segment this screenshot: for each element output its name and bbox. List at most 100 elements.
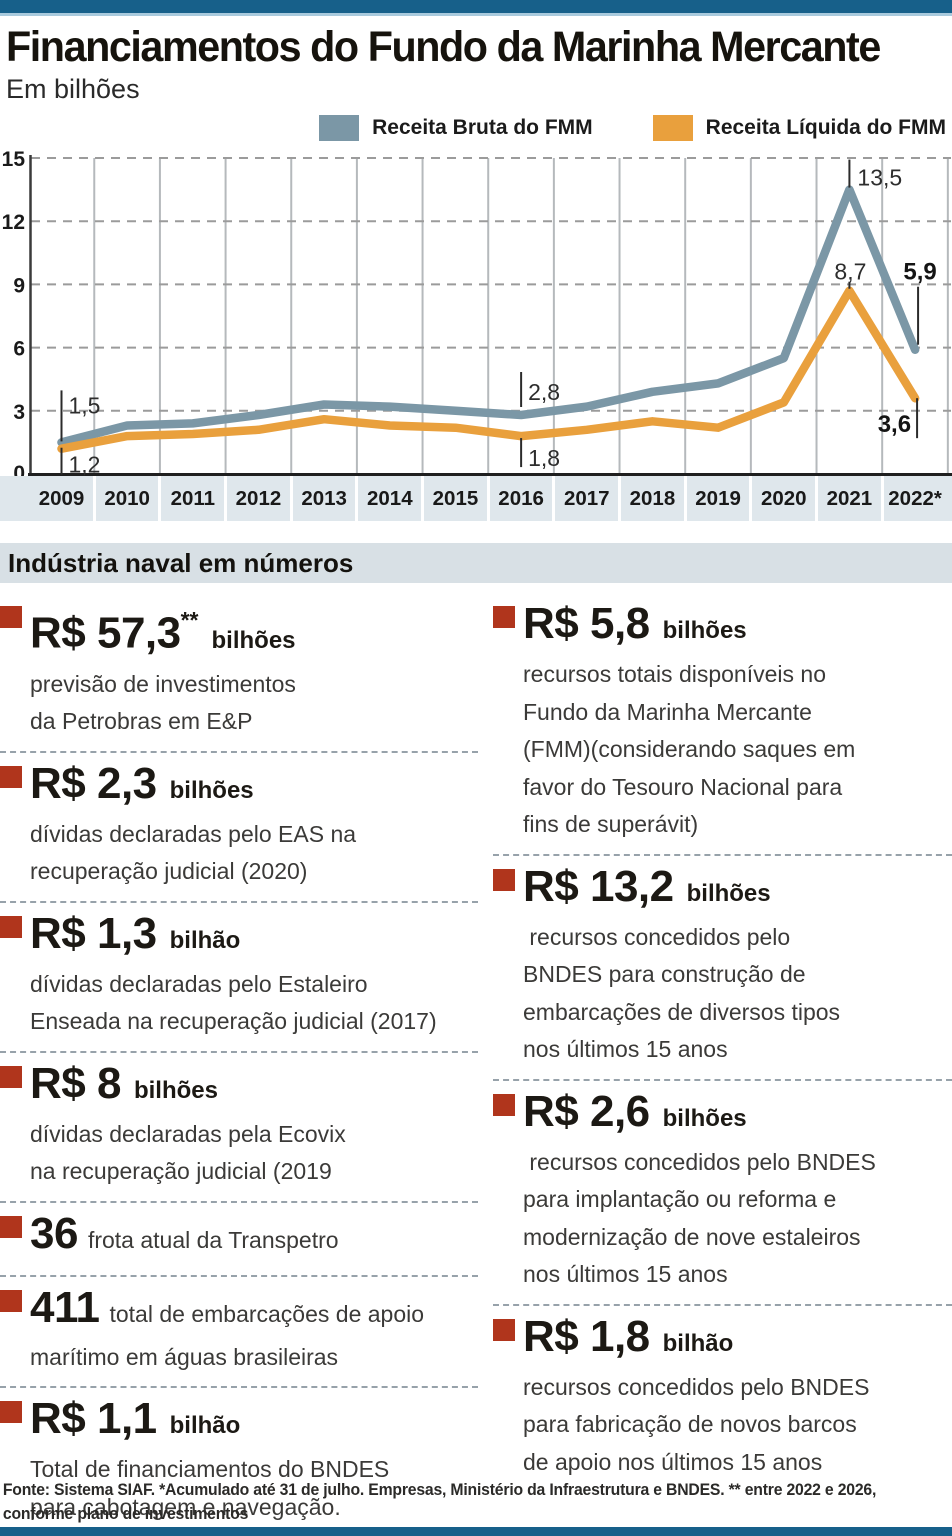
stat-value: R$ 5,8 [523,599,650,648]
data-label: 8,7 [834,259,866,285]
x-axis-separator [749,476,753,521]
bullet-square-icon [0,606,22,628]
stat-inline-description: frota atual da Transpetro [87,1226,339,1253]
x-axis-separator [618,476,622,521]
stat-value: R$ 8 [30,1058,121,1108]
stat-description: recursos totais disponíveis no Fundo da … [523,661,856,837]
bullet-square-icon [0,1289,22,1312]
stat-unit: bilhão [662,1329,734,1357]
x-axis-separator [815,476,819,521]
stat-value: R$ 57,3 [30,608,181,658]
legend-label: Receita Bruta do FMM [372,116,593,139]
stat-headline: R$ 57,3** bilhões [30,599,478,666]
x-axis-separator [355,476,359,521]
bottom-accent-bar [0,1527,952,1536]
stat-description: dívidas declaradas pelo EAS na recuperaç… [30,820,357,885]
series-line-1 [57,286,920,453]
stat-description: dívidas declaradas pela Ecovix na recupe… [30,1120,346,1185]
stat-headline: R$ 2,6 bilhões [523,1087,952,1144]
legend-swatch-icon [319,115,360,141]
bullet-square-icon [493,1093,515,1116]
chart-svg: 0 3 6 9 12 15 1,5 1,2 2,8 1,8 13,5 8,7 5,9 3,6 [2,148,952,480]
x-axis-separator [683,476,687,521]
legend: Receita Bruta do FMM Receita Líquida do F… [0,114,952,142]
x-axis-label: 2014 [366,487,413,510]
data-label: 13,5 [857,165,902,191]
stat-value: R$ 1,8 [523,1311,650,1361]
stat-headline: R$ 2,3 bilhões [30,759,478,816]
stat-item: R$ 13,2 bilhões recursos concedidos pelo … [493,856,952,1081]
stat-headline: R$ 1,3 bilhão [30,909,478,966]
header: Financiamentos do Fundo da Marinha Merca… [0,16,952,105]
x-axis-separator [552,476,556,521]
data-label: 3,6 [878,411,911,438]
y-axis-tick-label: 12 [2,211,25,234]
bullet-square-icon [0,915,22,938]
stat-unit: bilhões [133,1076,218,1104]
x-axis-label: 2021 [826,487,873,510]
stat-unit: bilhões [686,879,771,907]
stat-item: R$ 57,3** bilhões previsão de investimento… [0,593,478,753]
stat-item: R$ 8 bilhões dívidas declaradas pela Ecovi… [0,1053,478,1203]
x-axis-separator [880,476,884,521]
x-axis-label: 2020 [760,487,807,510]
bullet-square-icon [0,765,22,788]
stat-item: R$ 1,1 bilhão Total de financiamentos do B… [0,1388,478,1536]
y-axis-tick-label: 0 [13,462,25,480]
stat-unit: bilhões [662,1104,747,1132]
x-axis-label: 2019 [695,487,741,510]
stat-item: 411 total de embarcações de apoio marítimo… [0,1277,478,1389]
stat-unit: bilhões [662,617,747,644]
data-label: 1,2 [69,452,101,478]
section-title: Indústria naval em números [8,548,354,578]
stat-description: recursos concedidos pelo BNDES para impl… [523,1148,876,1288]
x-axis-label: 2011 [170,487,216,510]
section-header: Indústria naval em números [0,543,952,583]
x-axis-label: 2022* [888,487,942,510]
bullet-square-icon [493,1318,515,1341]
y-axis-tick-label: 15 [2,148,26,171]
stat-unit: bilhões [211,626,296,654]
stat-headline: 36 frota atual da Transpetro [30,1209,478,1265]
legend-item-0: Receita Bruta do FMM [319,115,593,141]
stat-value: R$ 2,6 [523,1086,650,1136]
stat-description: recursos concedidos pelo BNDES para cons… [523,923,841,1063]
page-subtitle: Em bilhões [6,74,140,104]
stat-description: recursos concedidos pelo BNDES para fabr… [523,1373,870,1475]
top-accent-bar [0,0,952,16]
stat-headline: R$ 13,2 bilhões [523,862,952,919]
stat-headline: R$ 8 bilhões [30,1059,478,1116]
x-axis-band: 2009 2010 2011 2012 2013 2014 2015 2016 2017 2018… [0,476,952,521]
bullet-square-icon [0,1065,22,1088]
x-axis-label: 2016 [498,487,544,510]
stat-value: R$ 2,3 [30,758,157,808]
stat-headline: R$ 1,1 bilhão [30,1394,478,1451]
stat-value: R$ 13,2 [523,861,674,911]
page-title: Financiamentos do Fundo da Marinha Merca… [6,23,881,71]
stat-item: R$ 2,3 bilhões dívidas declaradas pelo EAS… [0,753,478,903]
legend-swatch-icon [652,115,693,141]
stat-item: 36 frota atual da Transpetro [0,1203,478,1277]
stat-inline-description: total de embarcações de apoio [109,1300,425,1327]
data-label: 1,8 [528,445,560,471]
stat-item: R$ 5,8 bilhões recursos totais disponíveis… [493,593,952,856]
legend-label: Receita Líquida do FMM [705,116,946,139]
stat-item: R$ 1,3 bilhão dívidas declaradas pelo Esta… [0,903,478,1053]
x-axis-separator [158,476,162,521]
y-axis-tick-label: 6 [13,338,25,361]
stat-headline: R$ 5,8 bilhões [523,599,952,656]
stat-unit: bilhões [169,776,254,804]
stat-item: R$ 2,6 bilhões recursos concedidos pelo B… [493,1081,952,1306]
stat-description: marítimo em águas brasileiras [30,1343,339,1370]
series-line-0 [57,185,920,447]
footer-source: Fonte: Sistema SIAF. *Acumulado até 31 d… [2,1481,877,1523]
x-axis-label: 2010 [104,487,150,510]
x-axis-label: 2013 [301,487,347,510]
stats-column-left: R$ 57,3** bilhões previsão de investimento… [0,593,478,1536]
x-axis-separator [224,476,228,521]
data-label: 5,9 [903,259,936,286]
data-label: 1,5 [69,392,101,418]
data-label: 2,8 [528,379,560,405]
y-axis-tick-label: 9 [13,274,25,297]
x-axis-separator [486,476,490,521]
